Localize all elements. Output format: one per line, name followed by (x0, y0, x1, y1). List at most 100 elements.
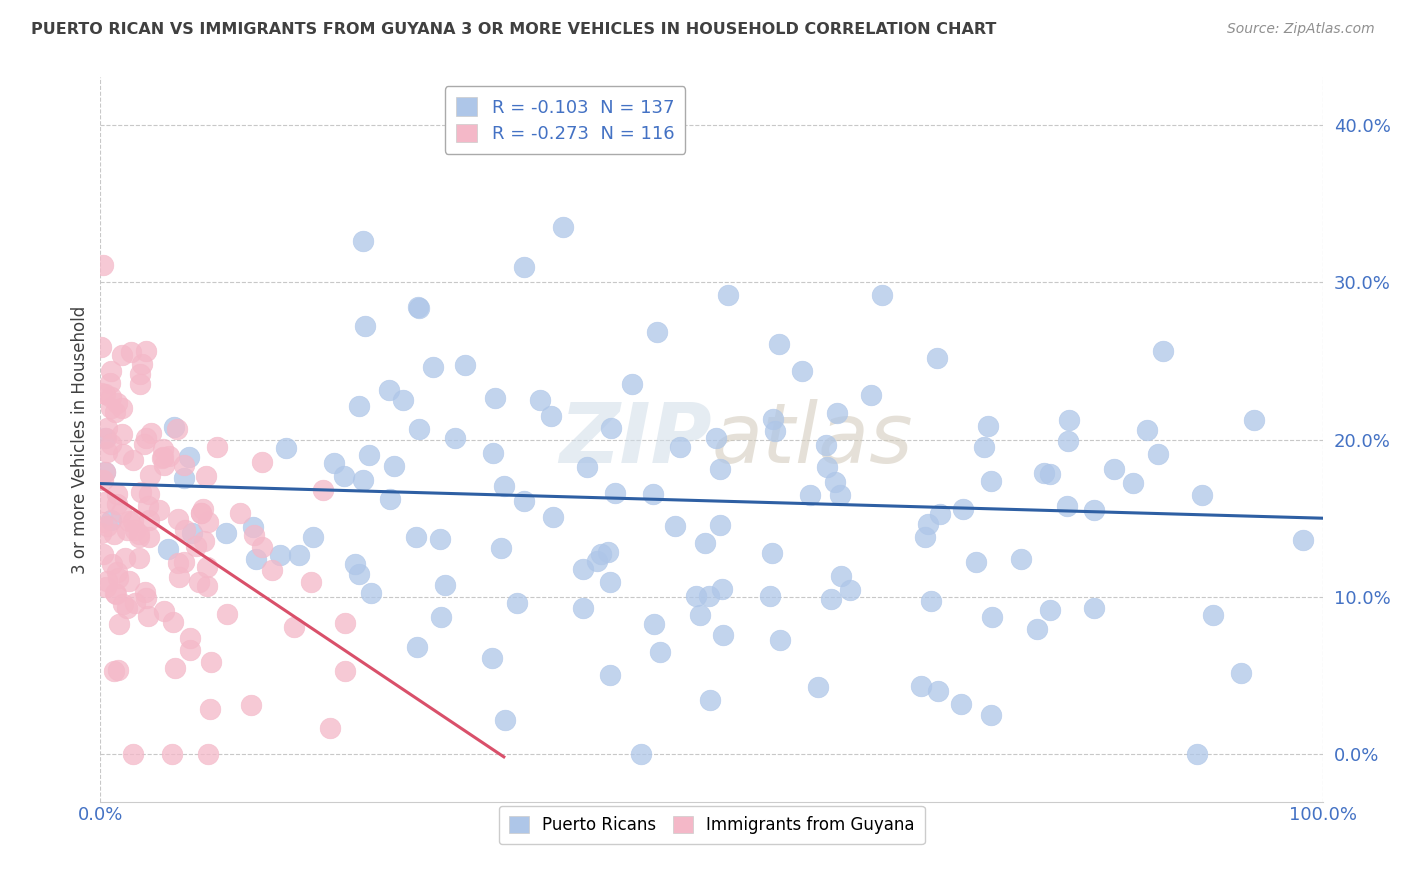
Point (769, 632, 792, 647)
Point (965, 555, 987, 569)
Point (481, 650, 503, 665)
Point (157, 542, 180, 557)
Point (128, 551, 150, 566)
Point (167, 556, 190, 570)
Point (205, 440, 228, 454)
Point (453, 358, 475, 372)
Point (648, 645, 671, 659)
Point (820, 592, 842, 607)
Point (260, 563, 283, 577)
Point (135, 343, 157, 358)
Point (434, 578, 457, 592)
Point (585, 554, 607, 568)
Point (139, 467, 162, 482)
Point (110, 505, 132, 519)
Point (706, 431, 728, 445)
Point (333, 615, 356, 630)
Point (1010, 551, 1032, 566)
Point (1056, 499, 1078, 513)
Point (1191, 488, 1213, 502)
Point (107, 664, 129, 678)
Point (1025, 622, 1047, 636)
Point (94, 387, 117, 401)
Point (761, 546, 783, 560)
Point (96, 445, 118, 459)
Point (187, 575, 209, 590)
Point (179, 631, 201, 645)
Point (96, 421, 118, 435)
Point (505, 596, 527, 610)
Point (124, 596, 146, 610)
Point (100, 390, 122, 404)
Point (572, 562, 595, 576)
Point (128, 377, 150, 392)
Point (575, 459, 598, 474)
Point (121, 514, 143, 528)
Point (150, 451, 173, 466)
Point (699, 692, 721, 706)
Point (917, 517, 939, 532)
Point (343, 557, 366, 571)
Point (711, 628, 734, 642)
Point (378, 383, 401, 397)
Point (288, 548, 311, 562)
Point (136, 499, 159, 513)
Point (104, 585, 127, 599)
Point (408, 301, 430, 315)
Point (669, 440, 692, 454)
Point (166, 422, 188, 436)
Point (920, 594, 942, 608)
Point (491, 541, 513, 555)
Point (93, 258, 115, 272)
Point (790, 364, 813, 378)
Point (229, 506, 252, 520)
Point (709, 462, 731, 476)
Point (135, 431, 157, 445)
Point (115, 601, 138, 615)
Point (950, 697, 973, 711)
Point (128, 527, 150, 541)
Point (1152, 343, 1174, 358)
Point (121, 747, 143, 762)
Point (1033, 466, 1056, 480)
Point (620, 377, 643, 392)
Point (605, 486, 627, 500)
Point (94, 466, 117, 480)
Point (1230, 665, 1253, 680)
Point (242, 519, 264, 533)
Point (100, 513, 122, 527)
Point (429, 532, 451, 546)
Point (100, 401, 122, 416)
Point (112, 597, 135, 611)
Point (100, 437, 122, 451)
Point (768, 337, 790, 351)
Point (107, 565, 129, 579)
Point (758, 589, 780, 603)
Point (94, 431, 117, 445)
Point (153, 604, 176, 618)
Point (134, 585, 156, 599)
Point (115, 523, 138, 537)
Point (90, 385, 112, 400)
Point (599, 575, 621, 590)
Point (193, 534, 215, 549)
Point (200, 656, 222, 670)
Point (357, 448, 380, 462)
Point (167, 570, 190, 584)
Point (91, 515, 114, 529)
Point (1039, 603, 1062, 617)
Point (215, 525, 238, 540)
Point (111, 447, 134, 461)
Point (96, 581, 118, 595)
Point (839, 583, 862, 598)
Point (173, 556, 195, 570)
Point (380, 492, 402, 507)
Point (250, 540, 273, 554)
Point (132, 437, 155, 451)
Point (118, 574, 141, 588)
Point (828, 488, 851, 502)
Point (494, 713, 516, 727)
Legend: Puerto Ricans, Immigrants from Guyana: Puerto Ricans, Immigrants from Guyana (499, 805, 925, 844)
Point (664, 519, 686, 533)
Point (1083, 601, 1105, 615)
